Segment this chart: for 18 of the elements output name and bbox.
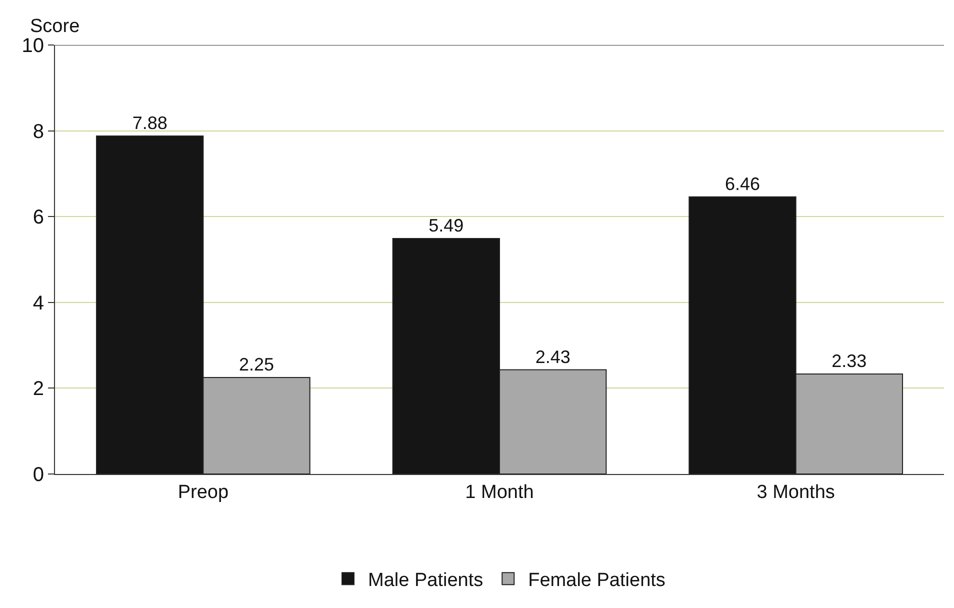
y-tick-label: 2	[32, 378, 44, 400]
data-label: 2.43	[535, 346, 570, 367]
legend-label: Female Patients	[528, 570, 666, 592]
data-label: 7.88	[132, 112, 168, 133]
y-tick-label: 4	[32, 292, 44, 314]
data-label: 5.49	[428, 215, 464, 236]
x-tick-label: 3 Months	[756, 482, 835, 503]
x-tick-label: Preop	[178, 482, 229, 503]
y-tick-label: 6	[32, 206, 44, 229]
y-tick-label: 0	[32, 464, 44, 486]
data-label: 2.25	[238, 354, 274, 374]
y-axis-title: Score	[30, 16, 80, 37]
x-tick-label: 1 Month	[465, 482, 534, 503]
data-label: 6.46	[724, 174, 760, 194]
y-tick-label: 8	[32, 120, 44, 143]
y-tick-label: 10	[22, 35, 44, 57]
legend-label: Male Patients	[368, 570, 484, 592]
data-label: 2.33	[832, 351, 867, 372]
